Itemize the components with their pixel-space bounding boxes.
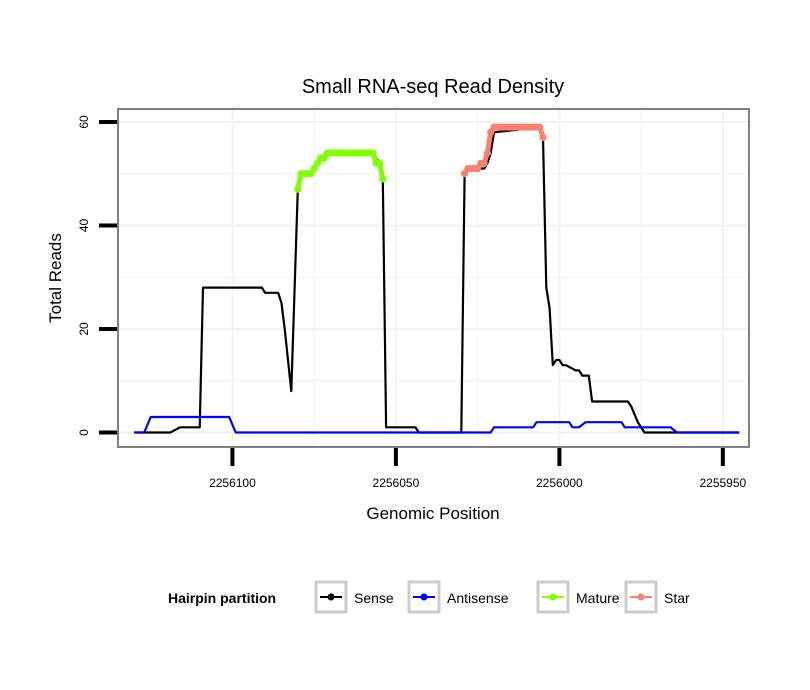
- legend-label: Sense: [354, 590, 394, 606]
- y-tick-label: 20: [77, 322, 91, 336]
- panel-background: [118, 109, 749, 447]
- legend-label: Antisense: [447, 590, 509, 606]
- mature-point: [307, 170, 315, 178]
- mature-point: [310, 164, 318, 173]
- legend-item-star: Star: [624, 580, 690, 614]
- star-point: [474, 164, 482, 173]
- mature-point: [369, 149, 377, 157]
- mature-point: [375, 159, 384, 167]
- x-tick-label: 2256100: [209, 476, 256, 490]
- y-axis: 0 20 40 60: [77, 115, 117, 436]
- mature-point: [320, 154, 328, 162]
- y-tick-label: 60: [77, 115, 91, 129]
- gridlines: [118, 109, 749, 447]
- legend-key-point: [637, 593, 645, 601]
- mature-point: [313, 159, 322, 167]
- legend-label: Mature: [576, 590, 620, 606]
- star-point: [460, 170, 469, 178]
- y-tick-label: 0: [77, 429, 91, 436]
- legend-item-sense: Sense: [314, 580, 394, 614]
- panel-border: [117, 108, 750, 448]
- legend: Hairpin partition Sense Antisense Mature St…: [168, 580, 690, 614]
- x-tick-label: 2256050: [373, 476, 420, 490]
- star-point: [487, 128, 495, 136]
- plot-panel: [117, 108, 750, 448]
- legend-key-point: [420, 593, 428, 601]
- star-point: [539, 133, 547, 142]
- y-axis-title: Total Reads: [46, 233, 65, 323]
- series-mature: [294, 149, 387, 193]
- series-star: [460, 123, 547, 178]
- legend-key-point: [327, 593, 335, 601]
- mature-point: [294, 185, 302, 193]
- series-antisense: [134, 415, 740, 434]
- x-tick-label: 2255950: [699, 476, 746, 490]
- antisense-line: [134, 415, 740, 434]
- legend-item-antisense: Antisense: [407, 580, 509, 614]
- star-point: [536, 123, 544, 131]
- legend-title: Hairpin partition: [168, 590, 276, 606]
- y-tick-label: 40: [77, 218, 91, 232]
- chart-title: Small RNA-seq Read Density: [302, 76, 564, 98]
- legend-label: Star: [664, 590, 690, 606]
- legend-key-point: [549, 593, 557, 601]
- series-layer: [134, 123, 740, 434]
- star-point: [483, 149, 492, 157]
- star-point: [480, 159, 488, 167]
- x-axis-title: Genomic Position: [366, 504, 499, 523]
- x-axis: 2256100 2256050 2256000 2255950: [209, 448, 747, 490]
- legend-item-mature: Mature: [536, 580, 620, 614]
- mature-point: [379, 175, 387, 183]
- x-tick-label: 2256000: [536, 476, 583, 490]
